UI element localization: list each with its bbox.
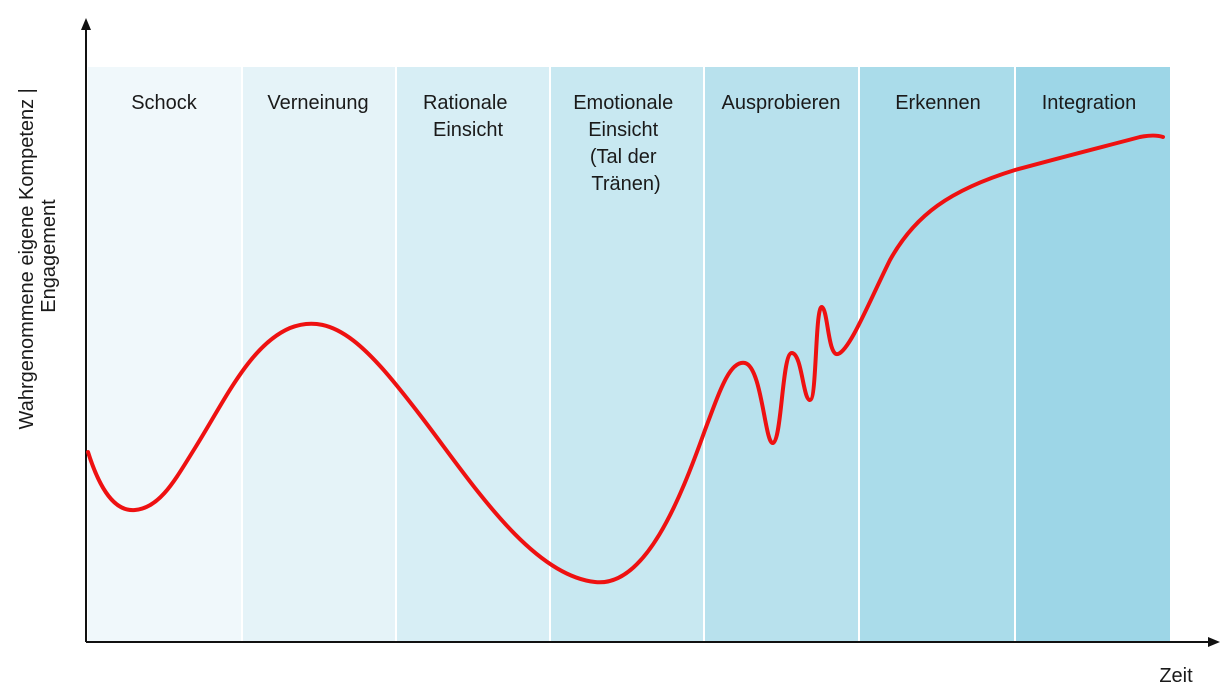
phase-label-erkennen: Erkennen <box>895 92 981 114</box>
phase-band-rationale-einsicht <box>397 67 549 642</box>
phase-band-schock <box>88 67 241 642</box>
phase-label-emotionale-einsicht: Emotionale Einsicht (Tal der Tränen) <box>573 92 679 195</box>
phase-label-line: Integration <box>1042 92 1137 114</box>
phase-label-line: Emotionale <box>573 92 673 114</box>
phase-band-erkennen <box>860 67 1014 642</box>
phase-band-verneinung <box>243 67 395 642</box>
change-curve <box>86 133 1165 585</box>
phase-band-emotionale-einsicht <box>551 67 703 642</box>
y-axis-label: Wahrgenommene eigene Kompetenz | Engagem… <box>16 83 60 430</box>
y-axis-arrow-icon <box>81 18 91 30</box>
phase-labels: Schock Verneinung Rationale Einsicht Emo… <box>131 92 1136 195</box>
phase-label-line: Schock <box>131 92 198 114</box>
phase-label-line: (Tal der <box>590 146 657 168</box>
phase-label-line: Erkennen <box>895 92 981 114</box>
axes <box>81 18 1220 647</box>
phase-label-line: Rationale <box>423 92 508 114</box>
x-axis-label: Zeit <box>1159 665 1193 687</box>
phase-label-line: Verneinung <box>267 92 368 114</box>
phase-band-integration <box>1016 67 1170 642</box>
phase-label-rationale-einsicht: Rationale Einsicht <box>423 92 513 141</box>
phase-label-line: Tränen) <box>591 173 660 195</box>
phase-label-ausprobieren: Ausprobieren <box>722 92 841 114</box>
phase-band-ausprobieren <box>705 67 858 642</box>
phase-label-line: Einsicht <box>433 119 503 141</box>
phase-bands <box>88 67 1170 642</box>
phase-label-schock: Schock <box>131 92 198 114</box>
phase-label-line: Ausprobieren <box>722 92 841 114</box>
phase-label-integration: Integration <box>1042 92 1137 114</box>
y-axis-label-line-1: Wahrgenommene eigene Kompetenz | <box>16 88 38 429</box>
phase-label-verneinung: Verneinung <box>267 92 368 114</box>
phase-label-line: Einsicht <box>588 119 658 141</box>
y-axis-label-line-2: Engagement <box>38 199 60 313</box>
x-axis-arrow-icon <box>1208 637 1220 647</box>
